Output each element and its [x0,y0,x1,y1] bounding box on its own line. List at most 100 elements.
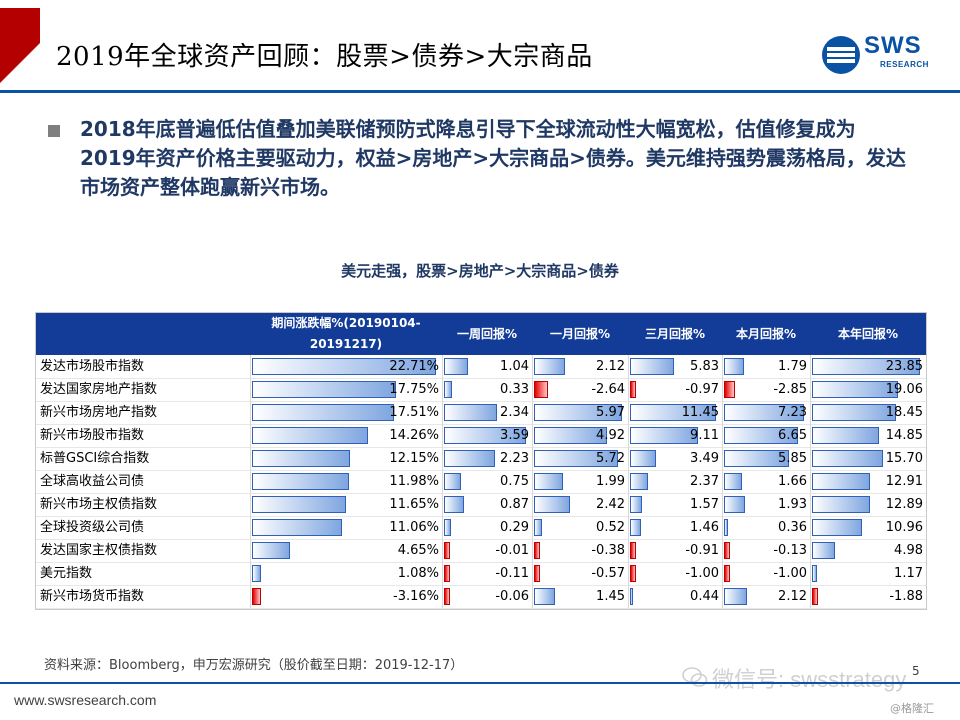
cell-value: 1.66 [778,474,807,489]
column-separator [628,470,629,493]
negative-data-bar [252,588,261,605]
row-label: 美元指数 [40,566,93,581]
column-separator [532,562,533,585]
cell-value: 0.75 [500,474,529,489]
column-separator [250,516,251,539]
logo-subtext: RESEARCH [880,60,929,69]
column-separator [810,470,811,493]
row-label: 新兴市场房地产指数 [40,405,158,420]
positive-data-bar [444,358,468,375]
value-cell: 11.98% [250,470,442,493]
value-cell: 1.45 [532,585,628,608]
value-cell: -0.97 [628,378,722,401]
positive-data-bar [812,358,920,375]
positive-data-bar [252,404,394,421]
cell-value: 1.45 [596,589,625,604]
column-separator [250,401,251,424]
cell-value: -0.38 [591,543,625,558]
cell-value: 6.65 [778,428,807,443]
cell-value: -1.00 [685,566,719,581]
positive-data-bar [724,427,798,444]
positive-data-bar [252,358,436,375]
cell-value: 11.65% [389,497,439,512]
value-cell: 1.08% [250,562,442,585]
negative-data-bar [444,542,450,559]
positive-data-bar [252,496,346,513]
column-separator [722,355,723,378]
cell-value: 5.97 [596,405,625,420]
page-number: 5 [912,664,920,678]
cell-value: -0.97 [685,382,719,397]
header-period: 期间涨跌幅%(20190104-20191217) [271,316,421,351]
positive-data-bar [534,588,555,605]
positive-data-bar [444,496,464,513]
negative-data-bar [534,381,548,398]
cell-value: 1.04 [500,359,529,374]
table-row: 美元指数 1.08% -0.11 -0.57 -1.00 -1.00 1.17 [36,562,926,586]
row-label: 全球投资级公司债 [40,520,145,535]
cell-value: 0.29 [500,520,529,535]
cell-value: 7.23 [778,405,807,420]
cell-value: 12.91 [885,474,923,489]
cell-value: 19.06 [885,382,923,397]
positive-data-bar [252,542,290,559]
column-separator [250,378,251,401]
positive-data-bar [444,473,461,490]
value-cell: 11.45 [628,401,722,424]
wechat-icon [682,667,708,687]
value-cell: 10.96 [810,516,926,539]
header-ytd: 本年回报% [837,326,899,341]
positive-data-bar [724,358,744,375]
value-cell: 0.44 [628,585,722,608]
cell-value: 3.59 [500,428,529,443]
value-cell: -0.01 [442,539,532,562]
positive-data-bar [534,496,570,513]
table-row: 发达市场股市指数 22.71% 1.04 2.12 5.83 1.79 23.85 [36,355,926,379]
value-cell: 12.89 [810,493,926,516]
positive-data-bar [812,473,870,490]
cell-value: -0.06 [495,589,529,604]
header-month: 一月回报% [549,326,611,341]
value-cell: 2.34 [442,401,532,424]
column-separator [532,470,533,493]
positive-data-bar [812,496,870,513]
column-separator [722,562,723,585]
value-cell: 1.79 [722,355,810,378]
column-separator [628,539,629,562]
value-cell: 4.65% [250,539,442,562]
table-row: 标普GSCI综合指数 12.15% 2.23 5.72 3.49 5.85 15.70 [36,447,926,471]
positive-data-bar [444,404,497,421]
cell-value: 0.44 [690,589,719,604]
value-cell: 5.83 [628,355,722,378]
wechat-watermark: 微信号: swsstrategy [712,667,907,692]
cell-value: 14.26% [389,428,439,443]
column-separator [810,562,811,585]
value-cell: 0.87 [442,493,532,516]
value-cell: 17.75% [250,378,442,401]
cell-value: -2.85 [773,382,807,397]
cell-value: 11.98% [389,474,439,489]
cell-value: 1.79 [778,359,807,374]
table-row: 全球投资级公司债 11.06% 0.29 0.52 1.46 0.36 10.96 [36,516,926,540]
positive-data-bar [534,450,618,467]
cell-value: 4.65% [397,543,439,558]
positive-data-bar [252,565,261,582]
cell-value: 3.49 [690,451,719,466]
value-cell: 5.72 [532,447,628,470]
cell-value: 1.99 [596,474,625,489]
column-separator [628,401,629,424]
cell-value: 12.15% [389,451,439,466]
negative-data-bar [444,565,450,582]
sws-logo: SWS RESEARCH [820,30,942,88]
value-cell: 4.92 [532,424,628,447]
row-label: 新兴市场股市指数 [40,428,145,443]
row-label: 标普GSCI综合指数 [40,451,150,466]
positive-data-bar [630,450,656,467]
cell-value: 2.42 [596,497,625,512]
value-cell: 6.65 [722,424,810,447]
column-separator [250,562,251,585]
value-cell: 1.04 [442,355,532,378]
column-separator [810,516,811,539]
page-title: 2019年全球资产回顾：股票>债券>大宗商品 [56,42,593,72]
table-row: 新兴市场主权债指数 11.65% 0.87 2.42 1.57 1.93 12.89 [36,493,926,517]
